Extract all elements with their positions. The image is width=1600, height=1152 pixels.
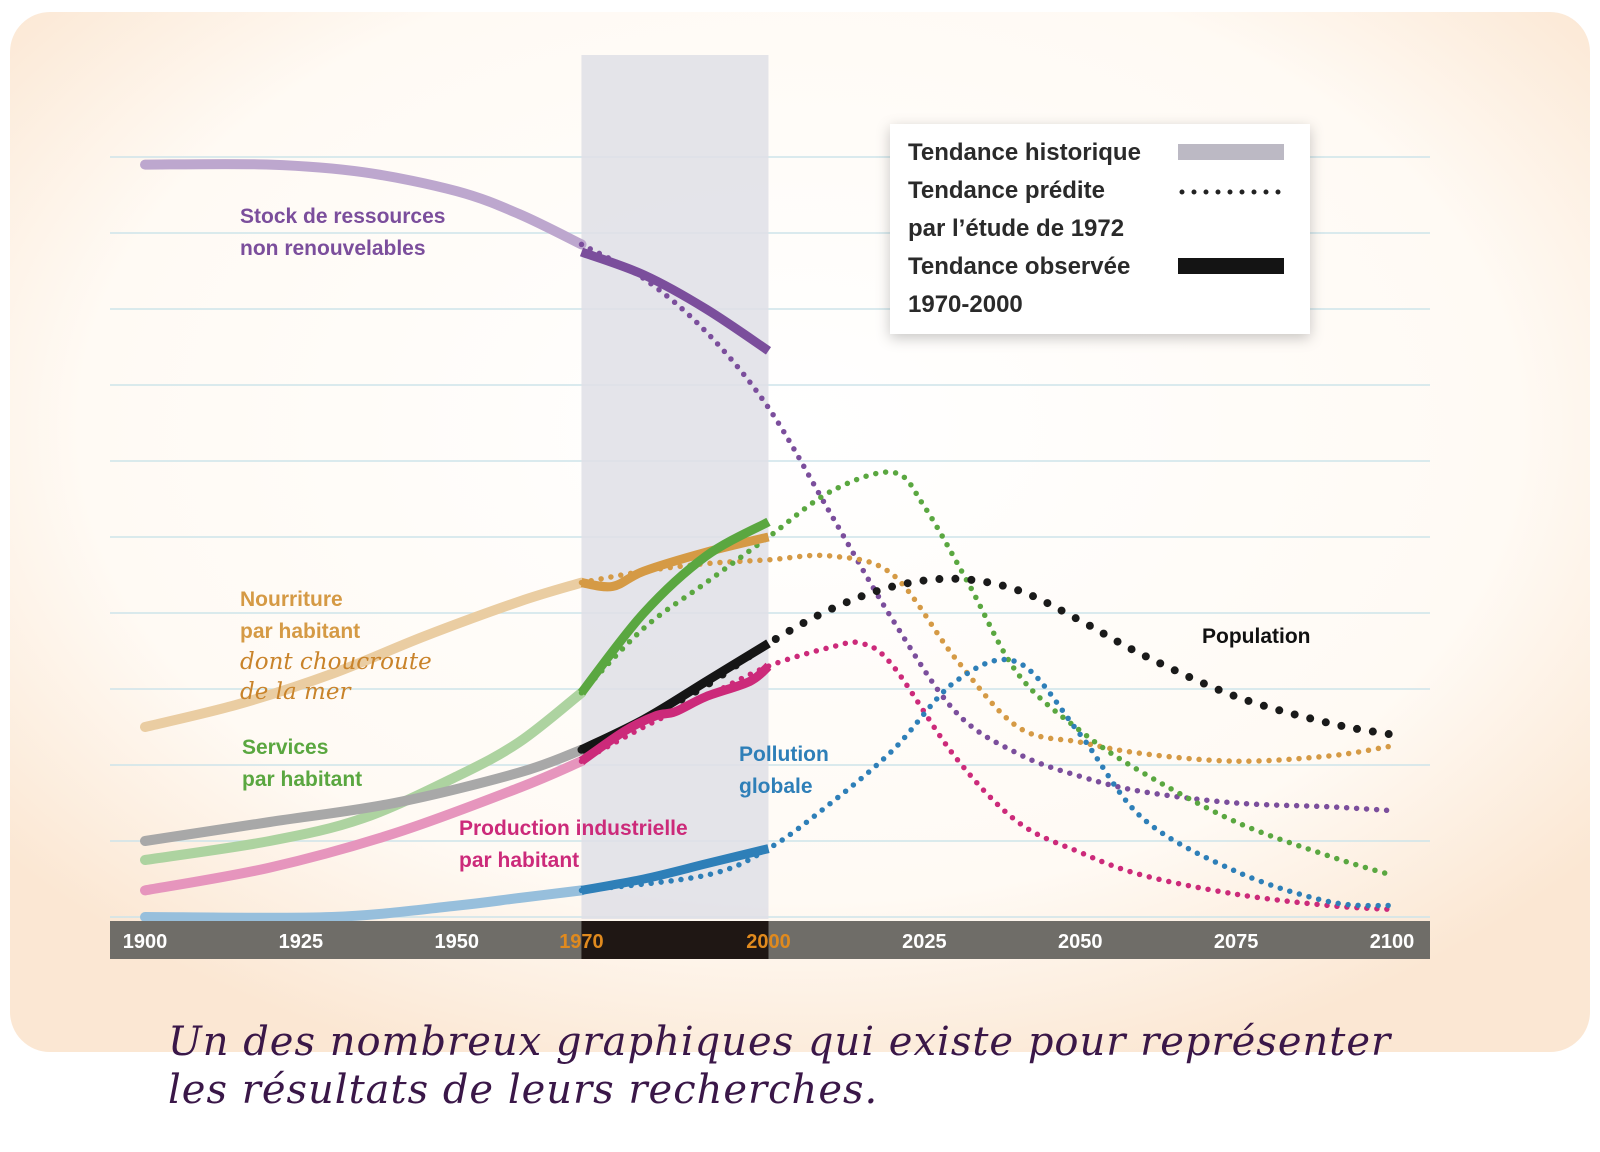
x-tick-label-1970: 1970 (559, 931, 604, 953)
stock-de-ressources-non-renouvelables-historic-line (140, 159, 587, 250)
stock-de-ressources-non-renouvelables-label-line-1: Stock de ressources (240, 205, 445, 228)
stock-de-ressources-non-renouvelables-label-line-2: non renouvelables (240, 237, 426, 260)
production-industrielle-par-habitant-historic-line (140, 756, 587, 896)
legend-swatch-historic (1178, 144, 1284, 160)
population-historic-line (140, 744, 587, 846)
x-axis-bar (110, 921, 1430, 959)
food-note-line-2: de la mer (240, 679, 352, 705)
nourriture-par-habitant-label-line-2: par habitant (240, 620, 360, 643)
pollution-globale-observed-line (580, 844, 770, 895)
nourriture-par-habitant-historic-line (140, 577, 587, 732)
x-tick-label-2025: 2025 (902, 931, 947, 953)
x-axis-highlight (581, 921, 769, 959)
x-tick-label-1900: 1900 (123, 931, 168, 953)
legend-label-2-line-2: par l’étude de 1972 (908, 215, 1124, 242)
production-industrielle-par-habitant-label-line-1: Production industrielle (459, 817, 688, 840)
caption-line-2: les résultats de leurs recherches. (168, 1067, 879, 1113)
legend: Tendance historique Tendance prédite par l… (890, 124, 1310, 334)
pollution-globale-historic-line (140, 885, 587, 923)
stock-de-ressources-non-renouvelables-predicted-line (578, 241, 1395, 814)
historic-band (581, 55, 769, 919)
x-tick-label-2100: 2100 (1370, 931, 1415, 953)
x-tick-label-1925: 1925 (279, 931, 324, 953)
nourriture-par-habitant-predicted-line (578, 552, 1395, 764)
population-label-line-1: Population (1202, 625, 1311, 648)
food-note-line-1: dont choucroute (240, 649, 432, 675)
nourriture-par-habitant-label-line-1: Nourriture (240, 588, 343, 611)
services-par-habitant-observed-line (577, 517, 771, 696)
pollution-globale-label-line-2: globale (739, 775, 813, 798)
x-axis: 1900 1925 1950 1970 2000 2025 2050 2075 2100 (110, 921, 1430, 959)
legend-swatch-observed (1178, 258, 1284, 274)
legend-label-2-line-1: Tendance prédite (908, 177, 1105, 204)
services-par-habitant-label-line-2: par habitant (242, 768, 362, 791)
x-tick-label-2000: 2000 (746, 931, 791, 953)
stock-de-ressources-non-renouvelables-observed-line (579, 247, 772, 355)
x-tick-label-2075: 2075 (1214, 931, 1259, 953)
caption-line-1: Un des nombreux graphiques qui existe po… (168, 1019, 1392, 1065)
x-tick-label-2050: 2050 (1058, 931, 1103, 953)
series-group (140, 159, 1396, 923)
pollution-globale-label-line-1: Pollution (739, 743, 829, 766)
services-par-habitant-label-line-1: Services (242, 736, 328, 759)
production-industrielle-par-habitant-label-line-2: par habitant (459, 849, 579, 872)
production-industrielle-par-habitant-observed-line (578, 662, 772, 765)
caption: Un des nombreux graphiques qui existe po… (168, 1018, 1468, 1114)
observation-period-band (581, 55, 769, 919)
legend-label-3-line-1: Tendance observée (908, 253, 1130, 280)
x-tick-label-1950: 1950 (435, 931, 480, 953)
legend-label-1-line-1: Tendance historique (908, 139, 1141, 166)
series-labels: Stock de ressources non renouvelables Nour… (240, 205, 1311, 872)
legend-label-3-line-2: 1970-2000 (908, 291, 1023, 318)
